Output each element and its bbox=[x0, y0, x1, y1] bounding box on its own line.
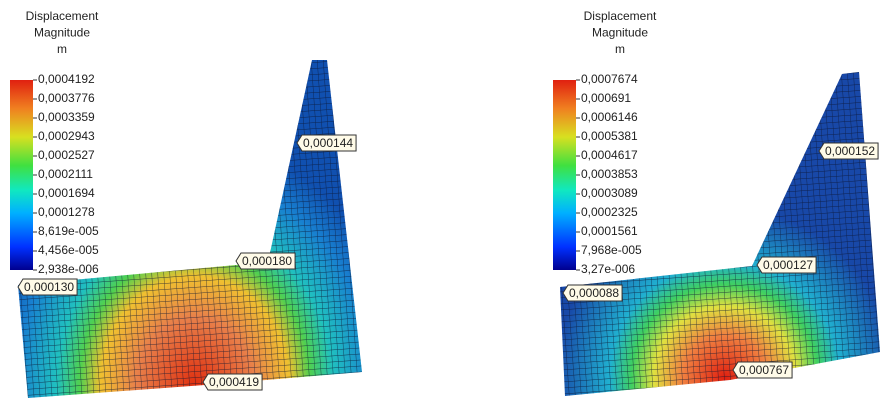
probe-text: 0,000127 bbox=[763, 258, 813, 272]
legend-label: 0,0001278 bbox=[38, 205, 95, 219]
probe-label: 0,000088 bbox=[563, 285, 622, 301]
color-bar bbox=[553, 80, 576, 270]
probe-label: 0,000419 bbox=[203, 374, 262, 390]
legend-label: 4,456e-005 bbox=[38, 243, 99, 257]
legend-label: 0,0004617 bbox=[581, 148, 638, 162]
legend-label: 0,0002943 bbox=[38, 129, 95, 143]
probe-text: 0,000130 bbox=[24, 280, 74, 294]
probe-label: 0,000767 bbox=[733, 362, 792, 378]
legend-title: Magnitude bbox=[34, 26, 90, 40]
legend-label: 0,0005381 bbox=[581, 129, 638, 143]
probe-label: 0,000144 bbox=[297, 135, 356, 151]
probe-text: 0,000180 bbox=[242, 254, 292, 268]
probe-label: 0,000127 bbox=[757, 257, 816, 273]
legend-label: 2,938e-006 bbox=[38, 262, 99, 276]
legend-label: 7,968e-005 bbox=[581, 243, 642, 257]
legend-title: Displacement bbox=[26, 9, 99, 23]
legend-label: 0,0004192 bbox=[38, 72, 95, 86]
legend-label: 3,27e-006 bbox=[581, 262, 635, 276]
legend-title: m bbox=[615, 42, 625, 56]
probe-text: 0,000419 bbox=[209, 375, 259, 389]
legend-title: m bbox=[57, 42, 67, 56]
probe-text: 0,000088 bbox=[569, 286, 619, 300]
legend-label: 0,0007674 bbox=[581, 72, 638, 86]
legend-label: 0,000691 bbox=[581, 91, 631, 105]
legend-label: 0,0003776 bbox=[38, 91, 95, 105]
legend-label: 0,0003853 bbox=[581, 167, 638, 181]
legend-label: 0,0002527 bbox=[38, 148, 95, 162]
legend-label: 8,619e-005 bbox=[38, 224, 99, 238]
legend-label: 0,0003089 bbox=[581, 186, 638, 200]
legend-label: 0,0001561 bbox=[581, 224, 638, 238]
legend-label: 0,0002325 bbox=[581, 205, 638, 219]
probe-label: 0,000152 bbox=[819, 143, 878, 159]
legend-title: Displacement bbox=[584, 9, 657, 23]
color-bar bbox=[10, 80, 33, 270]
legend-label: 0,0003359 bbox=[38, 110, 95, 124]
probe-text: 0,000767 bbox=[739, 363, 789, 377]
legend-title: Magnitude bbox=[592, 26, 648, 40]
probe-text: 0,000144 bbox=[303, 136, 353, 150]
probe-text: 0,000152 bbox=[825, 144, 875, 158]
result-view: Displacement Magnitude m 0,0004192 0,0003776… bbox=[0, 0, 892, 401]
probe-label: 0,000130 bbox=[18, 279, 77, 295]
probe-label: 0,000180 bbox=[236, 253, 295, 269]
legend-label: 0,0006146 bbox=[581, 110, 638, 124]
legend-label: 0,0001694 bbox=[38, 186, 95, 200]
legend-label: 0,0002111 bbox=[38, 167, 93, 181]
